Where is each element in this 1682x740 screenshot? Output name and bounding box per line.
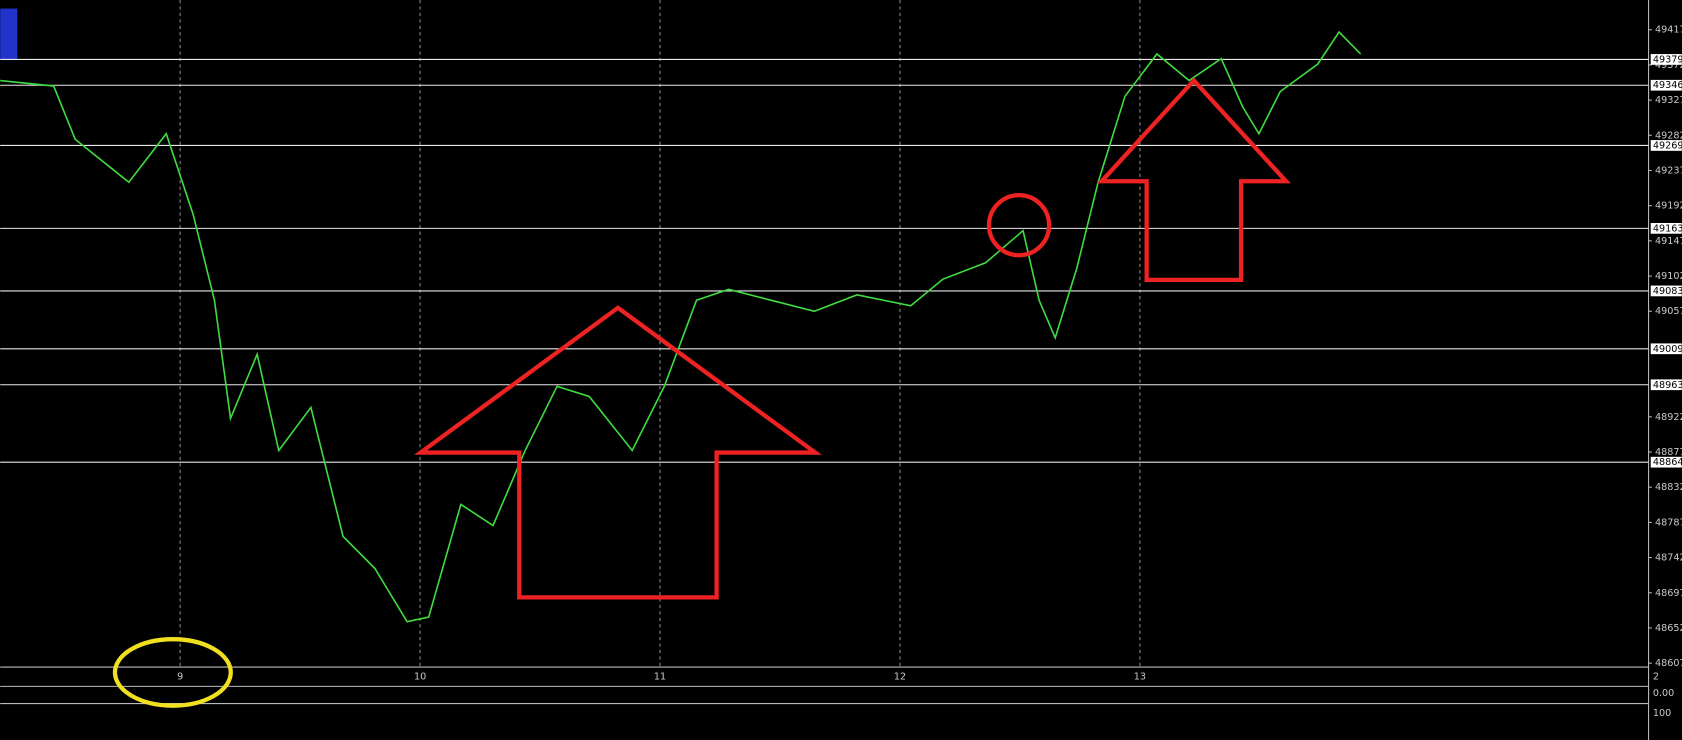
marks	[0, 0, 1649, 668]
level-label: 49009	[1653, 344, 1682, 355]
x-tick-label: 13	[1134, 672, 1146, 683]
level-label-box	[1650, 343, 1682, 355]
y-tick-label: 49147	[1655, 236, 1682, 247]
y-tick-label: 48652	[1655, 623, 1682, 634]
y-tick-label: 49057	[1655, 306, 1682, 317]
y-tick-label: 49282	[1655, 130, 1682, 141]
level-label: 48864	[1653, 457, 1682, 468]
level-label-box	[1650, 379, 1682, 391]
y-tick-label: 49327	[1655, 95, 1682, 106]
y-tick-label: 49417	[1655, 25, 1682, 36]
price-line	[0, 30, 1362, 623]
corner-button[interactable]	[0, 8, 18, 61]
annotations	[112, 77, 1291, 708]
level-label-box	[1650, 456, 1682, 468]
level-label: 49269	[1653, 140, 1682, 151]
y-tick-label: 49237	[1655, 165, 1682, 176]
level-label: 49083	[1653, 286, 1682, 297]
indicator-tick-label: 2	[1653, 672, 1659, 683]
level-label-box	[1650, 140, 1682, 151]
y-tick-label: 48607	[1655, 658, 1682, 669]
y-tick-label: 48787	[1655, 517, 1682, 528]
y-tick-label: 49372	[1655, 60, 1682, 71]
up-arrow	[414, 305, 822, 600]
y-tick-label: 48742	[1655, 553, 1682, 564]
y-tick-label: 48922	[1655, 412, 1682, 423]
x-tick-label: 11	[654, 672, 666, 683]
x-tick-label: 9	[177, 672, 183, 683]
y-tick-label: 49102	[1655, 271, 1682, 282]
y-tick-label: 48877	[1655, 447, 1682, 458]
level-label-box	[1650, 54, 1682, 65]
ellipse-highlight	[112, 637, 233, 708]
level-label-box	[1650, 222, 1682, 234]
level-label-box	[1650, 285, 1682, 297]
indicator-tick-label: 0.00	[1653, 688, 1674, 699]
y-tick-label: 49192	[1655, 201, 1682, 212]
indicator-tick-label: 100	[1653, 708, 1671, 719]
y-tick-label: 48697	[1655, 588, 1682, 599]
level-label-box	[1650, 79, 1682, 91]
level-label: 49379	[1653, 54, 1682, 65]
up-arrow	[1096, 77, 1291, 283]
x-tick-label: 12	[894, 672, 906, 683]
level-label: 49346	[1653, 80, 1682, 91]
circle-highlight	[986, 193, 1052, 258]
y-tick-label: 48832	[1655, 482, 1682, 493]
level-label: 48963	[1653, 380, 1682, 391]
level-label: 49163	[1653, 223, 1682, 234]
x-tick-label: 10	[414, 672, 426, 683]
